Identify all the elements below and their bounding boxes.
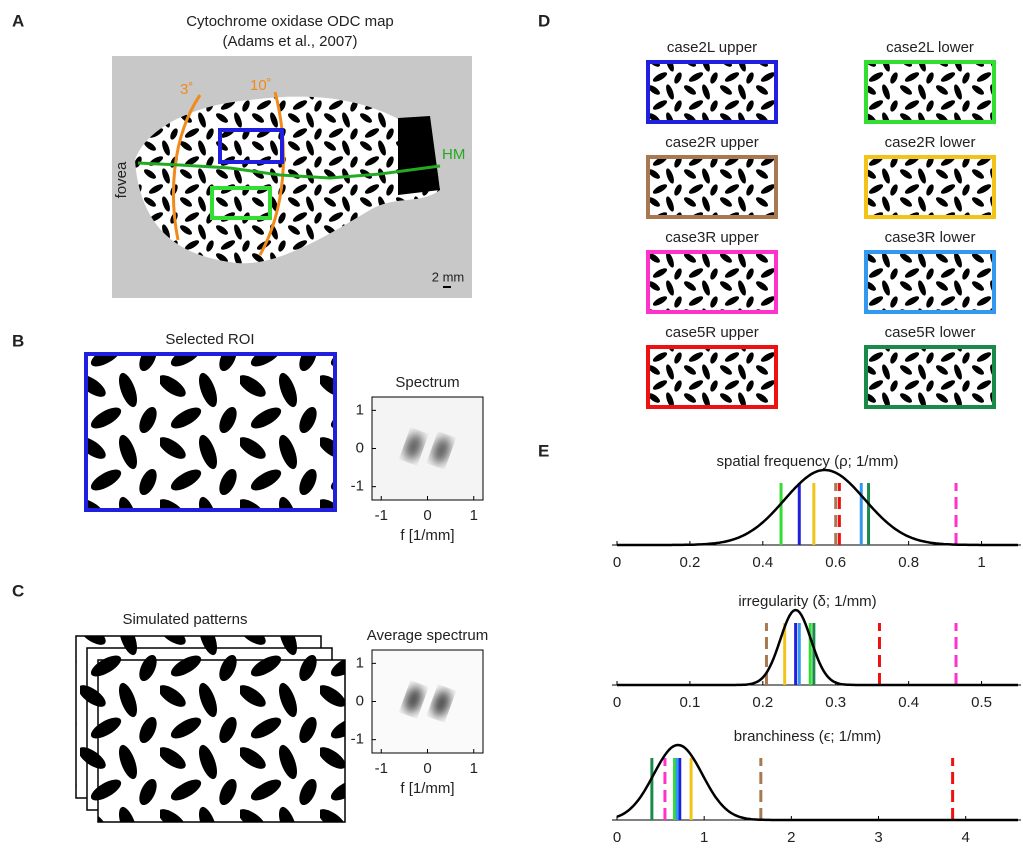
case-name: case2R upper <box>665 134 758 151</box>
fit-curve <box>617 470 1018 545</box>
x-tick-label: 0 <box>613 694 621 711</box>
case-image <box>866 62 994 122</box>
case-name: case2L upper <box>667 39 757 56</box>
x-tick-label: 0.4 <box>752 554 773 571</box>
y-tick-label: 0 <box>356 692 364 709</box>
x-tick-label: -1 <box>375 760 388 777</box>
panel-label: B <box>12 331 24 350</box>
y-tick-label: -1 <box>351 478 364 495</box>
case-name: case5R upper <box>665 324 758 341</box>
fit-curve <box>617 610 1018 685</box>
panel-title: Simulated patterns <box>122 611 247 628</box>
x-tick-label: 0 <box>613 554 621 571</box>
x-tick-label: 1 <box>700 829 708 846</box>
case-image <box>866 252 994 312</box>
x-tick-label: 2 <box>787 829 795 846</box>
y-tick-label: 0 <box>356 439 364 456</box>
case-image <box>648 62 776 122</box>
case-image <box>866 347 994 407</box>
panel-label: C <box>12 581 24 600</box>
x-tick-label: 0.3 <box>825 694 846 711</box>
panel-title: Cytochrome oxidase ODC map <box>186 13 394 30</box>
x-tick-label: 4 <box>962 829 970 846</box>
annotation: fovea <box>113 161 130 198</box>
x-tick-label: 0.4 <box>898 694 919 711</box>
x-tick-label: 0 <box>423 760 431 777</box>
chart-title: branchiness (ϵ; 1/mm) <box>734 728 882 745</box>
x-tick-label: 0.6 <box>825 554 846 571</box>
annotation: 3˚ <box>180 81 193 98</box>
chart-title: irregularity (δ; 1/mm) <box>738 593 876 610</box>
y-tick-label: 1 <box>356 401 364 418</box>
x-axis-label: f [1/mm] <box>400 527 454 544</box>
y-tick-label: -1 <box>351 731 364 748</box>
spectrum-image <box>372 650 483 753</box>
x-tick-label: 1 <box>470 760 478 777</box>
simulated-pattern <box>98 660 345 822</box>
annotation: 10˚ <box>250 77 272 94</box>
x-tick-label: 0.8 <box>898 554 919 571</box>
case-image <box>648 252 776 312</box>
panel-subtitle: (Adams et al., 2007) <box>222 33 357 50</box>
case-image <box>648 347 776 407</box>
panel-title: Selected ROI <box>165 331 254 348</box>
figure: A Cytochrome oxidase ODC map (Adams et a… <box>0 0 1023 855</box>
case-name: case5R lower <box>885 324 976 341</box>
chart-title: Average spectrum <box>367 627 488 644</box>
annotation: HM <box>442 146 465 163</box>
x-tick-label: 1 <box>470 507 478 524</box>
case-image <box>866 157 994 217</box>
x-tick-label: 3 <box>874 829 882 846</box>
x-tick-label: 0.2 <box>752 694 773 711</box>
case-image <box>648 157 776 217</box>
chart-title: Spectrum <box>395 374 459 391</box>
spectrum-image <box>372 397 483 500</box>
scale-bar-label: 2 mm <box>432 269 465 284</box>
panel-label: D <box>538 11 550 30</box>
roi-image <box>86 354 335 510</box>
panel-label: A <box>12 11 24 30</box>
x-tick-label: -1 <box>375 507 388 524</box>
panel-label: E <box>538 441 549 460</box>
chart-title: spatial frequency (ρ; 1/mm) <box>717 453 899 470</box>
case-name: case3R lower <box>885 229 976 246</box>
x-axis-label: f [1/mm] <box>400 780 454 797</box>
x-tick-label: 1 <box>977 554 985 571</box>
x-tick-label: 0 <box>613 829 621 846</box>
y-tick-label: 1 <box>356 654 364 671</box>
case-name: case2R lower <box>885 134 976 151</box>
x-tick-label: 0.2 <box>679 554 700 571</box>
case-name: case2L lower <box>886 39 974 56</box>
x-tick-label: 0.1 <box>679 694 700 711</box>
x-tick-label: 0.5 <box>971 694 992 711</box>
case-name: case3R upper <box>665 229 758 246</box>
x-tick-label: 0 <box>423 507 431 524</box>
